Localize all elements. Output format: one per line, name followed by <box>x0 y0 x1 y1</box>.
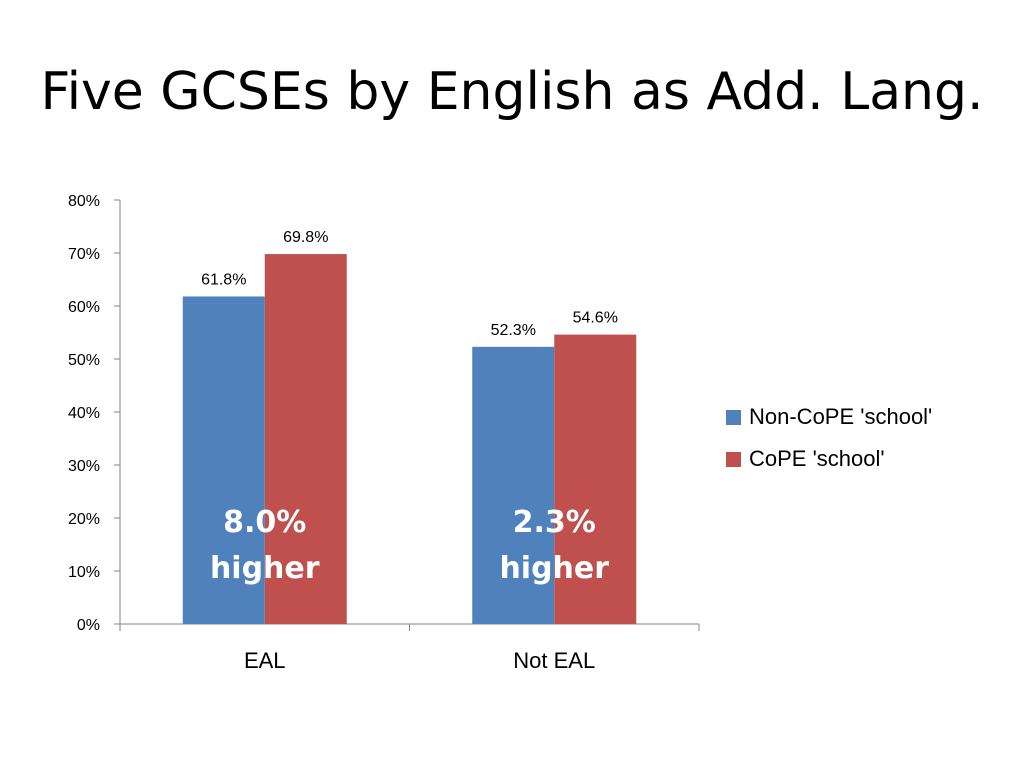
legend-item-non-cope: Non-CoPE 'school' <box>726 396 932 438</box>
legend-label-non-cope: Non-CoPE 'school' <box>749 404 933 429</box>
callout-text: higher <box>499 551 609 586</box>
legend-label-cope: CoPE 'school' <box>749 446 885 471</box>
y-tick-label: 70% <box>68 246 100 263</box>
bar-cope-eal <box>264 254 347 624</box>
chart-labels: 61.8% 69.8% EAL 52.3% 54.6% Not EAL 8.0% higher… <box>201 229 618 673</box>
data-label: 54.6% <box>573 310 618 327</box>
y-tick-label: 80% <box>68 193 100 210</box>
callout-text: 8.0% <box>223 505 306 540</box>
chart-axes: 0% 10% 20% 30% 40% 50% 60% 70% 80% <box>68 193 700 634</box>
y-tick-label: 50% <box>68 352 100 369</box>
y-tick-label: 20% <box>68 511 100 528</box>
legend-swatch-cope <box>726 451 741 467</box>
x-category-label: EAL <box>244 648 286 673</box>
bar-non-cope-eal <box>182 296 265 624</box>
y-tick-label: 10% <box>68 564 100 581</box>
callout-text: higher <box>210 551 320 586</box>
bar-cope-not-eal <box>554 334 637 624</box>
chart-legend: Non-CoPE 'school' CoPE 'school' <box>726 396 932 480</box>
y-tick-label: 30% <box>68 458 100 475</box>
legend-swatch-non-cope <box>726 409 741 425</box>
data-label: 52.3% <box>491 322 536 339</box>
legend-item-cope: CoPE 'school' <box>726 438 932 480</box>
callout-text: 2.3% <box>513 505 596 540</box>
y-tick-label: 40% <box>68 405 100 422</box>
bar-non-cope-not-eal <box>472 346 555 624</box>
data-label: 61.8% <box>201 271 246 288</box>
data-label: 69.8% <box>283 229 328 246</box>
chart-bars <box>182 254 637 624</box>
y-tick-label: 0% <box>77 617 100 634</box>
y-tick-label: 60% <box>68 299 100 316</box>
x-category-label: Not EAL <box>513 648 595 673</box>
slide-title: Five GCSEs by English as Add. Lang. <box>40 62 984 122</box>
